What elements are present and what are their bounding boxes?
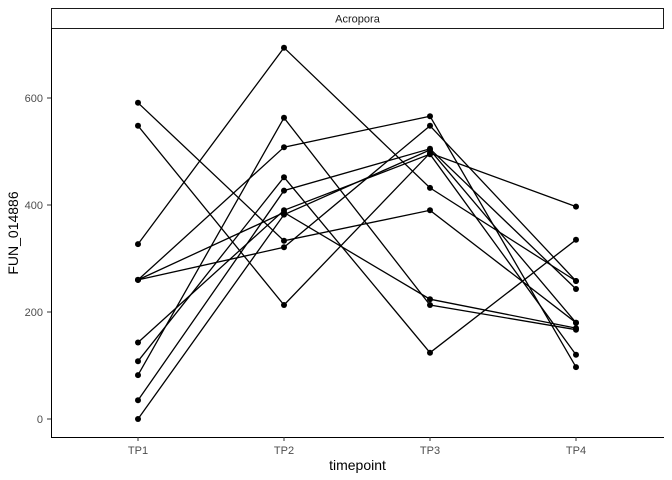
y-tick-label: 600: [25, 93, 43, 105]
data-point: [573, 325, 579, 332]
series-line-4: [137, 176, 577, 362]
data-point: [573, 351, 579, 358]
data-point: [135, 358, 141, 365]
data-point: [281, 174, 287, 181]
facet-strip: Acropora: [51, 8, 664, 29]
data-point: [573, 364, 579, 371]
data-point: [427, 349, 433, 356]
x-tick-label: TP3: [420, 445, 440, 457]
plot-area: 0 200 400 600 TP1 TP2 TP3 TP4: [25, 28, 664, 457]
data-point: [135, 241, 141, 248]
data-point: [135, 372, 141, 379]
facet-strip-box: [51, 8, 664, 29]
data-point: [573, 203, 579, 210]
data-point: [135, 339, 141, 346]
x-tick-label: TP1: [128, 445, 148, 457]
series-layer: [135, 44, 579, 422]
y-ticks: 0 200 400 600: [25, 93, 51, 426]
data-point: [427, 184, 433, 191]
series-line-1: [137, 149, 577, 420]
x-tick-label: TP2: [274, 445, 294, 457]
data-point: [281, 302, 287, 308]
data-point: [427, 122, 433, 129]
data-point: [281, 187, 287, 194]
y-axis-title: FUN_014886: [5, 191, 21, 274]
data-point: [573, 286, 579, 292]
series-line-5: [137, 153, 577, 356]
series-line-10: [137, 102, 577, 324]
data-point: [573, 278, 579, 284]
data-point: [427, 302, 433, 308]
data-point: [573, 319, 579, 326]
data-point: [427, 150, 433, 157]
x-axis-title: timepoint: [329, 457, 386, 473]
series-line-9: [137, 125, 577, 306]
data-point: [281, 244, 287, 251]
data-point: [573, 236, 579, 243]
y-tick-label: 0: [37, 414, 43, 426]
data-point: [281, 114, 287, 121]
x-tick-label: TP4: [566, 445, 586, 457]
data-point: [281, 209, 287, 216]
y-tick-label: 200: [25, 307, 43, 319]
series-line-7: [137, 124, 577, 282]
data-point: [427, 145, 433, 152]
data-point: [135, 122, 141, 129]
data-point: [281, 237, 287, 244]
data-point: [427, 113, 433, 120]
y-tick-label: 400: [25, 200, 43, 212]
data-point: [135, 99, 141, 106]
series-line-11: [137, 211, 577, 329]
data-point: [281, 44, 287, 51]
data-point: [427, 296, 433, 303]
data-point: [281, 144, 287, 151]
series-line-8: [137, 46, 577, 282]
facet-strip-label: Acropora: [335, 14, 381, 26]
data-point: [135, 397, 141, 404]
data-point: [427, 207, 433, 214]
x-ticks: TP1 TP2 TP3 TP4: [128, 437, 586, 457]
series-line-6: [137, 115, 577, 368]
data-point: [135, 416, 141, 422]
data-point: [135, 276, 141, 283]
series-line-2: [137, 148, 577, 401]
